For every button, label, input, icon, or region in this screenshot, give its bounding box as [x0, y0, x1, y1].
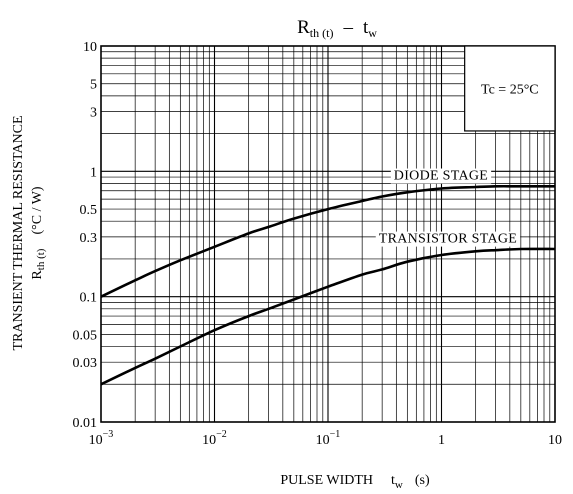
y-tick-label: 1	[90, 165, 97, 180]
condition-box: Tc = 25°C	[465, 46, 555, 131]
title-main: R	[297, 17, 310, 38]
x-tick-label: 10	[548, 433, 562, 448]
series-label-transistor: TRANSISTOR STAGE	[379, 232, 517, 247]
x-tick-labels: 10−3 10−2 10−1 1 10	[89, 429, 562, 448]
y-axis-label-unit: (°C / W)	[30, 186, 45, 234]
x-axis-label-unit: (s)	[415, 473, 430, 488]
y-tick-label: 0.03	[73, 356, 98, 371]
y-axis-label-line1: TRANSIENT THERMAL RESISTANCE	[11, 115, 26, 350]
x-axis-label: PULSE WIDTH tw (s)	[280, 473, 430, 491]
x-tick-label: 10−1	[316, 429, 341, 448]
x-tick-label: 10−2	[202, 429, 227, 448]
x-tick-label: 1	[438, 433, 445, 448]
title-var-sub: w	[368, 26, 377, 40]
condition-label: Tc = 25°C	[481, 82, 539, 97]
y-tick-label: 0.05	[73, 328, 98, 343]
chart-title: Rth (t) – tw	[297, 17, 377, 40]
y-tick-label: 5	[90, 78, 97, 93]
y-tick-label: 0.01	[73, 416, 98, 431]
y-tick-label: 0.3	[80, 231, 98, 246]
y-tick-label: 10	[83, 40, 97, 55]
y-tick-label: 0.1	[80, 291, 98, 306]
title-main-sub: th (t)	[310, 26, 334, 40]
x-tick-label: 10−3	[89, 429, 114, 448]
y-tick-labels: 0.01 0.03 0.05 0.1 0.3 0.5 1 3 5 10	[73, 40, 98, 431]
x-axis-label-var-sub: w	[395, 479, 403, 491]
y-axis-label-line2: Rth (t)(°C / W)	[30, 186, 47, 279]
y-tick-label: 0.5	[80, 203, 98, 218]
series-labels: DIODE STAGE TRANSISTOR STAGE	[376, 169, 520, 247]
series-label-diode: DIODE STAGE	[394, 169, 488, 184]
y-axis-label: TRANSIENT THERMAL RESISTANCE Rth (t)(°C …	[11, 115, 47, 350]
x-axis-label-main: PULSE WIDTH	[280, 473, 373, 488]
title-dash: –	[342, 17, 353, 38]
y-tick-label: 3	[90, 106, 97, 121]
y-axis-label-var-sub: th (t)	[35, 248, 47, 270]
